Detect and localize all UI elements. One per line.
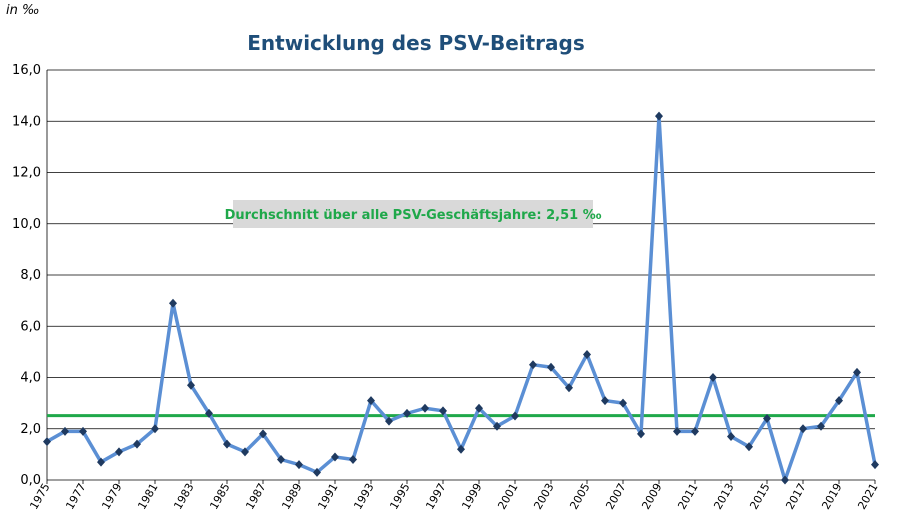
- y-tick-label: 2,0: [20, 422, 41, 437]
- data-point: [691, 426, 699, 436]
- data-point: [331, 452, 339, 462]
- data-point: [79, 426, 87, 436]
- x-tick-label: 2007: [603, 481, 628, 512]
- data-point: [115, 447, 123, 457]
- series-line: [46, 114, 877, 482]
- x-tick-label: 2009: [639, 481, 664, 512]
- data-point: [151, 424, 159, 434]
- data-point: [853, 367, 861, 377]
- x-tick-label: 1991: [315, 481, 340, 512]
- data-point: [205, 408, 213, 418]
- data-point: [97, 457, 105, 467]
- x-tick-label: 1979: [99, 481, 124, 512]
- x-tick-label: 1993: [351, 481, 376, 512]
- data-point: [565, 383, 573, 393]
- x-tick-label: 1981: [135, 481, 160, 512]
- x-tick-label: 2015: [747, 481, 772, 512]
- data-point: [817, 421, 825, 431]
- x-tick-label: 2013: [711, 481, 736, 512]
- data-point: [511, 411, 519, 421]
- data-point: [457, 444, 465, 454]
- x-tick-label: 2017: [783, 481, 808, 512]
- data-point: [475, 403, 483, 413]
- data-point: [223, 439, 231, 449]
- y-tick-label: 4,0: [20, 371, 41, 386]
- x-tick-label: 1999: [459, 481, 484, 512]
- x-tick-label: 1987: [243, 481, 268, 512]
- data-point: [655, 111, 663, 121]
- data-point: [61, 426, 69, 436]
- y-tick-label: 12,0: [12, 166, 41, 181]
- data-point: [673, 426, 681, 436]
- data-point: [601, 396, 609, 406]
- data-point: [637, 429, 645, 439]
- data-point: [367, 396, 375, 406]
- data-point: [835, 396, 843, 406]
- x-tick-label: 1983: [171, 481, 196, 512]
- x-tick-label: 2001: [495, 481, 520, 512]
- data-point: [763, 414, 771, 423]
- x-tick-label: 2011: [675, 481, 700, 512]
- x-tick-label: 2021: [855, 481, 880, 512]
- x-tick-label: 1977: [63, 481, 88, 512]
- y-tick-label: 8,0: [20, 268, 41, 283]
- x-tick-label: 2003: [531, 481, 556, 512]
- data-point: [277, 455, 285, 464]
- data-point: [439, 406, 447, 416]
- data-point: [385, 416, 393, 426]
- data-point: [493, 421, 501, 431]
- data-point: [529, 360, 537, 370]
- data-point: [421, 403, 429, 413]
- data-point: [241, 447, 249, 457]
- chart-title: Entwicklung des PSV-Beitrags: [247, 31, 585, 55]
- data-point: [547, 362, 555, 372]
- data-point: [349, 455, 357, 464]
- y-tick-label: 10,0: [12, 217, 41, 232]
- y-tick-label: 14,0: [12, 114, 41, 129]
- x-tick-label: 2019: [819, 481, 844, 512]
- data-point: [727, 431, 735, 441]
- annotation: Durchschnitt über alle PSV-Geschäftsjahr…: [225, 208, 602, 223]
- x-tick-label: 1995: [387, 481, 412, 512]
- data-point: [403, 408, 411, 418]
- data-point: [169, 298, 177, 308]
- data-point: [259, 429, 267, 439]
- data-point: [871, 460, 879, 470]
- y-tick-label: 0,0: [20, 473, 41, 488]
- data-point: [709, 373, 717, 382]
- x-tick-label: 2005: [567, 481, 592, 512]
- data-point: [295, 460, 303, 470]
- data-point: [583, 349, 591, 359]
- data-point: [133, 439, 141, 449]
- x-tick-label: 1997: [423, 481, 448, 512]
- x-tick-label: 1989: [279, 481, 304, 512]
- data-point: [799, 424, 807, 434]
- data-point: [619, 398, 627, 408]
- unit-label: in ‰: [6, 3, 40, 18]
- data-point: [187, 380, 195, 390]
- data-point: [313, 467, 321, 477]
- data-point: [43, 437, 51, 447]
- x-tick-label: 1985: [207, 481, 232, 512]
- annotation-box: [233, 200, 593, 228]
- data-point: [781, 475, 789, 485]
- data-point: [745, 442, 753, 452]
- y-tick-label: 16,0: [12, 63, 41, 78]
- y-tick-label: 6,0: [20, 319, 41, 334]
